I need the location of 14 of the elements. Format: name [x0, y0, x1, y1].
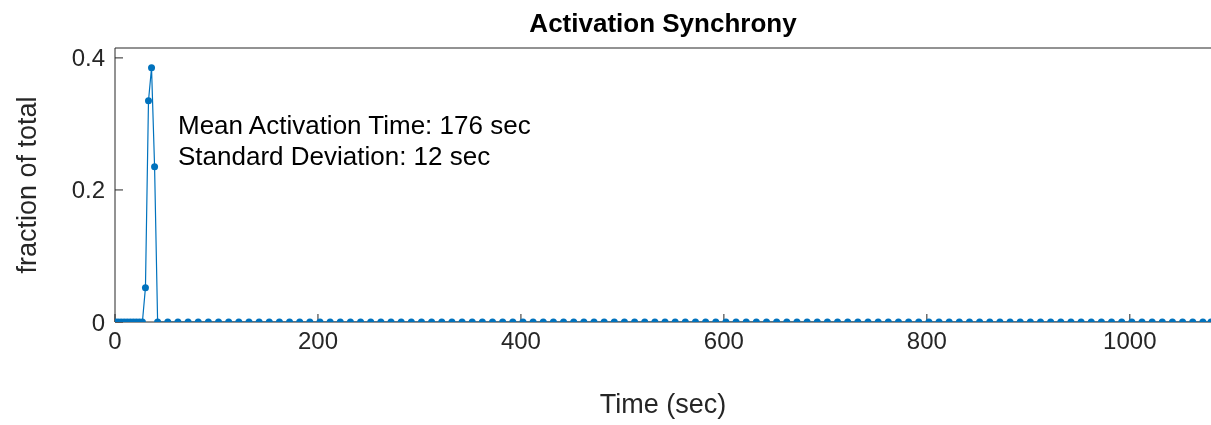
x-tick-label: 800	[906, 327, 947, 355]
annotation: Standard Deviation: 12 sec	[178, 141, 492, 172]
y-axis-title: fraction of total	[11, 96, 42, 274]
x-tick-label: 400	[500, 327, 541, 355]
x-tick-label: 0	[108, 327, 122, 355]
x-tick-label: 1000	[1103, 327, 1157, 355]
y-tick-label: 0.2	[71, 176, 105, 204]
x-axis-title: Time (sec)	[599, 389, 727, 419]
y-tick-label: 0	[91, 308, 105, 336]
x-tick-label: 600	[703, 327, 744, 355]
annotation: Mean Activation Time: 176 sec	[178, 110, 531, 141]
chart-title: Activation Synchrony	[528, 8, 798, 39]
x-tick-label: 200	[297, 327, 338, 355]
y-tick-label: 0.4	[71, 44, 105, 72]
